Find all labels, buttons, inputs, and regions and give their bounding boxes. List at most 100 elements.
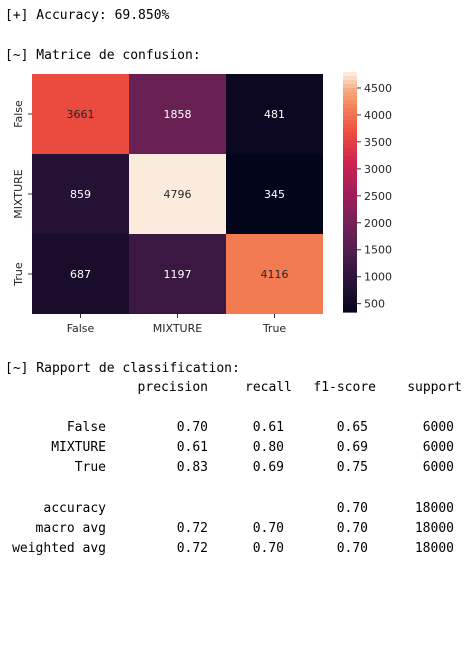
colorbar-segment [343, 116, 357, 121]
cell-annotation: 3661 [67, 108, 95, 121]
matrix-header: [~] Matrice de confusion: [5, 48, 201, 63]
colorbar-segment [343, 272, 357, 277]
f1-value: 0.69 [336, 440, 368, 455]
colorbar-segment [343, 176, 357, 181]
colorbar-segment [343, 144, 357, 149]
colorbar-tick-label: 2500 [364, 190, 392, 203]
row-label: macro avg [35, 521, 106, 536]
heatmap-cell [226, 234, 323, 314]
colorbar-segment [343, 300, 357, 305]
recall-value: 0.80 [252, 440, 284, 455]
colorbar-segment [343, 160, 357, 165]
report-row: MIXTURE 0.61 0.80 0.69 6000 [0, 440, 454, 458]
colorbar-segment [343, 220, 357, 225]
heatmap-cell [129, 234, 226, 314]
column-header-precision: precision [137, 380, 208, 395]
colorbar-segment [343, 184, 357, 189]
recall-value: 0.61 [252, 420, 284, 435]
cell-annotation: 4116 [261, 268, 289, 281]
cell-annotation: 687 [70, 268, 91, 281]
report-column-headers: precision recall f1-score support [0, 380, 462, 398]
colorbar-segment [343, 292, 357, 297]
colorbar-segment [343, 236, 357, 241]
colorbar-segment [343, 192, 357, 197]
colorbar-segment [343, 212, 357, 217]
y-tick-label: True [12, 262, 25, 287]
colorbar-segment [343, 208, 357, 213]
colorbar-tick-label: 3500 [364, 136, 392, 149]
support-value: 18000 [414, 501, 454, 516]
recall-value: 0.69 [252, 460, 284, 475]
colorbar-segment [343, 304, 357, 309]
colorbar-segment [343, 156, 357, 161]
cell-annotation: 1858 [164, 108, 192, 121]
column-header-support: support [407, 380, 462, 395]
colorbar-segment [343, 148, 357, 153]
colorbar-segment [343, 244, 357, 249]
colorbar-segment [343, 88, 357, 93]
colorbar-segment [343, 124, 357, 129]
precision-value: 0.72 [176, 521, 208, 536]
colorbar-tick-label: 4000 [364, 109, 392, 122]
colorbar-segment [343, 308, 357, 313]
colorbar-segment [343, 96, 357, 101]
colorbar-segment [343, 80, 357, 85]
report-summary-row: weighted avg 0.72 0.70 0.70 18000 [0, 541, 454, 559]
report-summary-row: macro avg 0.72 0.70 0.70 18000 [0, 521, 454, 539]
cell-annotation: 4796 [164, 188, 192, 201]
colorbar-segment [343, 72, 357, 77]
heatmap-cell [129, 154, 226, 234]
colorbar-segment [343, 100, 357, 105]
colorbar-segment [343, 152, 357, 157]
report-header: [~] Rapport de classification: [5, 361, 240, 376]
precision-value: 0.83 [176, 460, 208, 475]
heatmap-cell [32, 234, 129, 314]
colorbar-segment [343, 232, 357, 237]
recall-value: 0.70 [252, 521, 284, 536]
colorbar-segment [343, 284, 357, 289]
colorbar-segment [343, 256, 357, 261]
f1-value: 0.70 [336, 501, 368, 516]
column-header-recall: recall [245, 380, 292, 395]
row-label: accuracy [43, 501, 106, 516]
colorbar-segment [343, 288, 357, 293]
colorbar-segment [343, 196, 357, 201]
row-label: False [66, 420, 106, 435]
precision-value: 0.72 [176, 541, 208, 556]
colorbar-tick-label: 4500 [364, 82, 392, 95]
colorbar-tick-label: 2000 [364, 217, 392, 230]
classification-report: precision recall f1-score support False … [0, 380, 462, 556]
colorbar-segment [343, 112, 357, 117]
colorbar-segment [343, 104, 357, 109]
x-tick-label: False [67, 322, 95, 335]
heatmap-cell [226, 154, 323, 234]
colorbar-segment [343, 296, 357, 301]
heatmap-cell [32, 74, 129, 154]
x-tick-label: MIXTURE [153, 322, 202, 335]
colorbar-segment [343, 128, 357, 133]
recall-value: 0.70 [252, 541, 284, 556]
heatmap-cell [32, 154, 129, 234]
y-tick-label: False [12, 100, 25, 128]
support-value: 18000 [414, 541, 454, 556]
row-label: MIXTURE [51, 440, 106, 455]
colorbar-segment [343, 168, 357, 173]
colorbar-segment [343, 276, 357, 281]
colorbar-segment [343, 92, 357, 97]
cell-annotation: 481 [264, 108, 285, 121]
colorbar-segment [343, 84, 357, 89]
precision-value: 0.70 [176, 420, 208, 435]
colorbar-segment [343, 188, 357, 193]
cell-annotation: 859 [70, 188, 91, 201]
f1-value: 0.75 [336, 460, 368, 475]
confusion-matrix-heatmap: 3661 1858 481 859 4796 345 687 1197 4116 False MIX… [12, 72, 392, 335]
cell-annotation: 1197 [164, 268, 192, 281]
colorbar-segment [343, 132, 357, 137]
colorbar-segment [343, 280, 357, 285]
support-value: 6000 [422, 420, 454, 435]
support-value: 6000 [422, 460, 454, 475]
support-value: 6000 [422, 440, 454, 455]
f1-value: 0.70 [336, 521, 368, 536]
colorbar-segment [343, 252, 357, 257]
colorbar-segment [343, 200, 357, 205]
